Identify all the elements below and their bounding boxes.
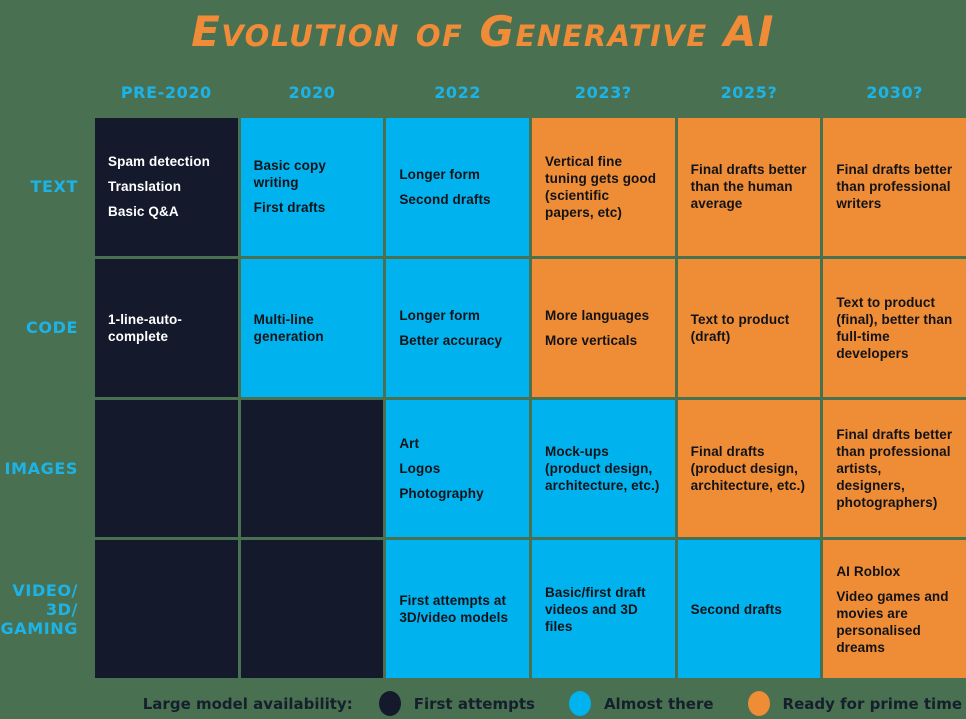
cell-text: More languages (545, 307, 650, 323)
matrix-cell: Final drafts better than professional wr… (823, 118, 966, 256)
row-label-line: CODE (26, 318, 78, 338)
cell-text: Text to product (draft) (690, 311, 790, 344)
column-header: 2023? (574, 83, 632, 102)
matrix-cell: Multi-line generation (240, 258, 384, 397)
cell-text: Basic copy writing (253, 158, 326, 191)
legend-item: First attempts (378, 691, 535, 716)
cell-text: Second drafts (399, 191, 491, 207)
matrix-corner-spacer (0, 70, 92, 115)
row-label: TEXT (0, 118, 92, 256)
row-label: VIDEO/3D/GAMING (0, 540, 92, 678)
legend-title: Large model availability: (142, 694, 353, 713)
legend-label: Ready for prime time (782, 694, 962, 713)
legend-swatch-orange-icon (747, 691, 770, 716)
cell-text: Basic Q&A (108, 204, 179, 220)
cell-text: Better accuracy (399, 332, 503, 348)
matrix-cell: Spam detection Translation Basic Q&A (95, 118, 238, 256)
cell-text: Spam detection (108, 154, 210, 170)
column-header: 2020 (288, 83, 336, 102)
legend-item: Almost there (568, 691, 714, 716)
row-label-line: VIDEO/ (12, 580, 78, 600)
matrix-cell: Mock-ups (product design, architecture, … (532, 399, 675, 538)
cell-text: Multi-line generation (253, 311, 324, 344)
matrix-cell: More languages More verticals (532, 258, 675, 397)
cell-text: Logos (399, 460, 441, 476)
cell-text: Longer form (399, 307, 480, 323)
cell-text: Second drafts (690, 601, 782, 617)
matrix-cell: 1-line-auto-complete (95, 258, 238, 397)
matrix-cell (95, 540, 238, 678)
cell-text: Mock-ups (product design, architecture, … (545, 443, 660, 493)
legend-item: Ready for prime time (747, 691, 962, 716)
cell-text: More verticals (545, 332, 638, 348)
row-label-line: IMAGES (4, 458, 78, 478)
matrix-cell (240, 399, 384, 538)
cell-text: Final drafts better than the human avera… (690, 162, 807, 212)
matrix-cell: Second drafts (677, 540, 821, 678)
column-header: 2025? (720, 83, 778, 102)
legend-swatch-cyan-icon (568, 691, 591, 716)
cell-text: Translation (108, 179, 182, 195)
cell-text: AI Roblox (836, 563, 901, 579)
matrix-cell: Text to product (final), better than ful… (823, 258, 966, 397)
cell-text: Final drafts (product design, architectu… (690, 443, 806, 493)
cell-text: Text to product (final), better than ful… (836, 294, 953, 361)
legend-label: First attempts (413, 694, 535, 713)
matrix-cell: Final drafts better than the human avera… (677, 118, 821, 256)
matrix-cell: Art Logos Photography (386, 399, 529, 538)
legend-items: First attempts Almost there Ready for prim… (378, 691, 966, 716)
cell-text: Vertical fine tuning gets good (scientif… (545, 153, 657, 220)
matrix-cell: Final drafts (product design, architectu… (677, 399, 821, 538)
cell-text: Video games and movies are personalised … (836, 588, 949, 655)
cell-text: Photography (399, 485, 484, 501)
cell-text: Art (399, 435, 420, 451)
row-label-line: 3D/ (45, 599, 78, 619)
cell-text: Final drafts better than professional wr… (836, 162, 953, 212)
row-label: CODE (0, 259, 92, 397)
legend-label: Almost there (603, 694, 714, 713)
legend: Large model availability: First attempts… (0, 688, 966, 719)
legend-swatch-dark-icon (378, 691, 401, 716)
cell-text: First drafts (253, 200, 326, 216)
row-label-line: TEXT (30, 177, 78, 197)
matrix-cell: Longer form Second drafts (386, 118, 529, 256)
column-header: 2030? (866, 83, 924, 102)
matrix-cell (240, 540, 384, 678)
cell-text: 1-line-auto-complete (108, 311, 182, 344)
evolution-matrix: PRE-2020 2020 2022 2023? 2025? 2030? TEXT Spam … (0, 70, 966, 678)
cell-text: First attempts at 3D/video models (399, 593, 509, 626)
matrix-cell: AI Roblox Video games and movies are pers… (823, 540, 966, 678)
matrix-cell: Basic copy writing First drafts (240, 118, 384, 256)
row-label: IMAGES (0, 400, 92, 538)
matrix-cell: First attempts at 3D/video models (386, 540, 529, 678)
matrix-cell: Longer form Better accuracy (386, 258, 529, 397)
matrix-cell: Text to product (draft) (677, 258, 821, 397)
column-header: 2022 (434, 83, 482, 102)
matrix-cell: Vertical fine tuning gets good (scientif… (532, 118, 675, 256)
column-header: PRE-2020 (120, 83, 212, 102)
row-label-line: GAMING (0, 618, 78, 638)
matrix-cell (95, 399, 238, 538)
page-title: Evolution of Generative AI (191, 7, 775, 56)
cell-text: Final drafts better than professional ar… (836, 426, 953, 510)
matrix-cell: Final drafts better than professional ar… (823, 399, 966, 538)
matrix-cell: Basic/first draft videos and 3D files (532, 540, 675, 678)
cell-text: Longer form (399, 166, 480, 182)
cell-text: Basic/first draft videos and 3D files (545, 584, 646, 634)
